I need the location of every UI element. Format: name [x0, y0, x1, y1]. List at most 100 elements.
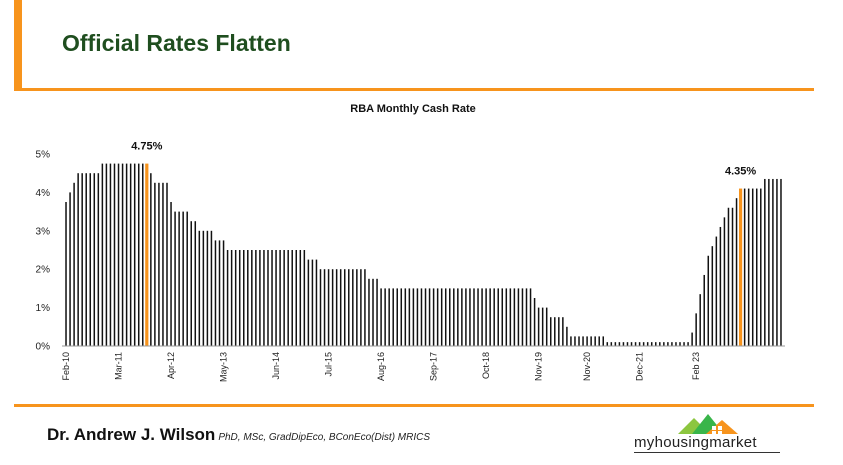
bar [428, 288, 431, 346]
bar [711, 246, 714, 346]
bar [457, 288, 459, 346]
bars-group [62, 163, 785, 347]
bar [142, 163, 144, 346]
bar [444, 288, 447, 346]
bar [121, 163, 124, 346]
bar [432, 288, 435, 346]
bar [650, 342, 653, 346]
bar [772, 178, 774, 346]
bar [125, 163, 128, 346]
bar [210, 230, 213, 346]
x-tick-label: Feb 23 [691, 352, 701, 380]
bar [339, 269, 342, 346]
bar [731, 207, 734, 346]
bar [162, 182, 164, 346]
bar [707, 255, 710, 346]
author-credit: Dr. Andrew J. Wilson PhD, MSc, GradDipEco… [47, 425, 430, 445]
bar [73, 182, 75, 346]
x-tick-label: Apr-12 [166, 352, 176, 379]
bar [182, 211, 184, 346]
bar [489, 288, 491, 346]
x-tick-label: Nov-20 [582, 352, 592, 381]
bar [473, 288, 475, 346]
bar [198, 230, 201, 346]
bar [174, 211, 176, 346]
bar [400, 288, 403, 346]
bar [271, 250, 273, 346]
bar [392, 288, 394, 346]
bar [295, 250, 298, 346]
bar [723, 217, 726, 346]
bar [440, 288, 443, 346]
bar [554, 317, 556, 346]
x-tick-label: Jul-15 [324, 352, 334, 377]
bar [113, 163, 116, 346]
y-tick-label: 2% [36, 265, 51, 276]
bar [521, 288, 524, 346]
bar [590, 336, 592, 346]
chart-container: RBA Monthly Cash Rate 0% 1% 2% 3% 4% 5% Feb-1… [0, 90, 843, 402]
bar [760, 188, 762, 346]
bar [469, 288, 471, 346]
bar [279, 250, 281, 346]
bar [352, 269, 354, 346]
bar [93, 173, 96, 346]
x-tick-label: Mar-11 [114, 352, 124, 380]
bar [449, 288, 451, 346]
bar [287, 250, 289, 346]
bar [315, 259, 318, 346]
x-tick-label: Oct-18 [481, 352, 491, 379]
bar [186, 211, 188, 346]
bar [533, 298, 536, 346]
bar [247, 250, 249, 346]
bar [368, 278, 370, 346]
bar [158, 182, 160, 346]
bar [683, 342, 685, 346]
bar [154, 182, 156, 346]
bar [497, 288, 499, 346]
y-tick-label: 5% [36, 150, 51, 161]
bar [65, 202, 67, 346]
author-qualifications: PhD, MSc, GradDipEco, BConEco(Dist) MRIC… [218, 432, 431, 443]
bar [622, 342, 625, 346]
bar [606, 342, 609, 346]
slide-title: Official Rates Flatten [62, 30, 291, 56]
y-tick-label: 3% [36, 226, 51, 237]
bar [263, 250, 265, 346]
bar [424, 288, 427, 346]
bar [206, 230, 209, 346]
bar [105, 163, 108, 346]
bar [529, 288, 532, 346]
bar [109, 163, 112, 346]
bar [618, 342, 621, 346]
highlight-bar [145, 163, 149, 346]
bar [364, 269, 366, 346]
bar [602, 336, 604, 346]
bar [323, 269, 326, 346]
bar [764, 178, 766, 346]
bar [251, 250, 253, 346]
bar [372, 278, 374, 346]
bar [594, 336, 596, 346]
house-roof-icon [678, 414, 738, 434]
bar [335, 269, 338, 346]
bar [222, 240, 225, 346]
bar [343, 269, 346, 346]
bar [267, 250, 269, 346]
bar [331, 269, 334, 346]
y-axis: 0% 1% 2% 3% 4% 5% [36, 150, 51, 353]
author-name: Dr. Andrew J. Wilson [47, 425, 216, 444]
bar [85, 173, 87, 346]
bar [101, 163, 104, 346]
bar [275, 250, 277, 346]
bar [453, 288, 455, 346]
bar [776, 178, 778, 346]
bar [291, 250, 293, 346]
x-tick-label: Nov-19 [534, 352, 544, 381]
bar [610, 342, 613, 346]
bar [614, 342, 617, 346]
bar [166, 182, 168, 346]
bar [255, 250, 257, 346]
bar [89, 173, 92, 346]
x-tick-label: Jun-14 [271, 352, 281, 380]
